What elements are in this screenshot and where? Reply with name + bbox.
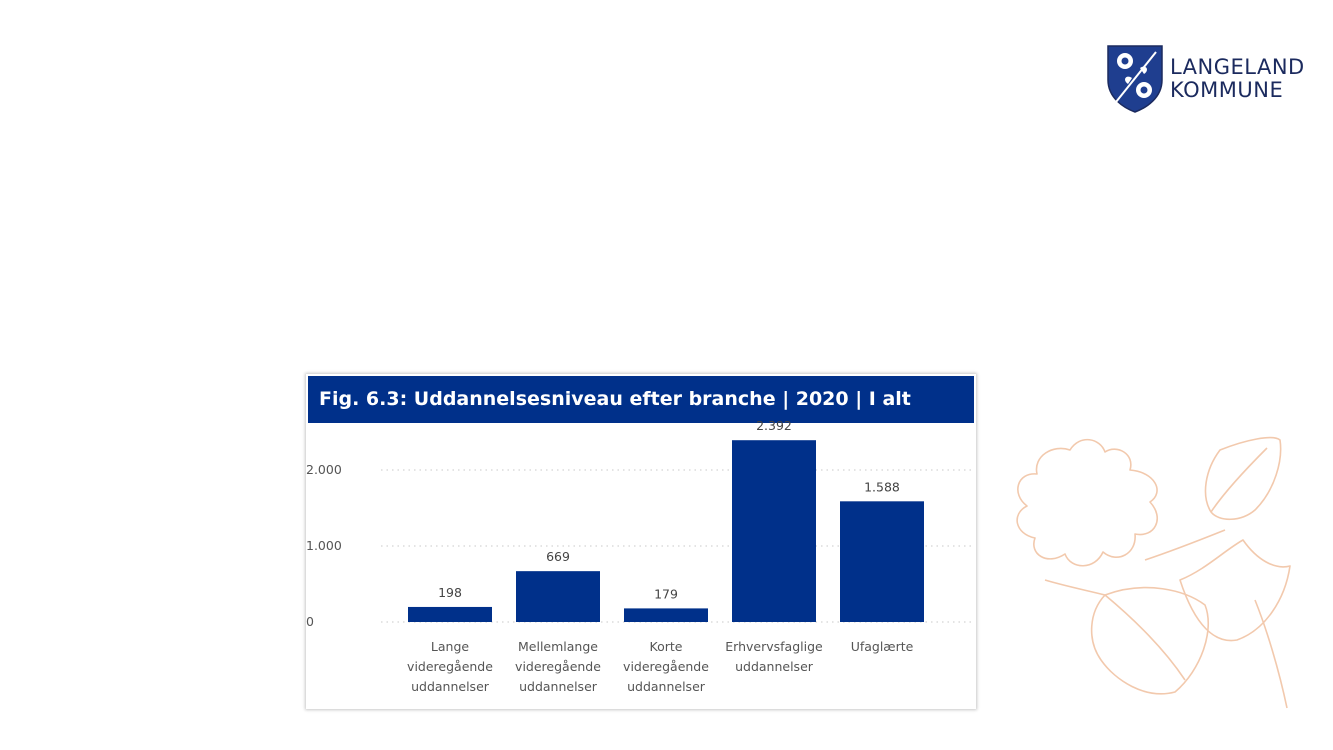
x-tick-label-line: uddannelser [627, 679, 706, 694]
x-tick-label: Erhvervsfaglige uddannelser [725, 639, 823, 674]
data-label: 2.392 [756, 418, 792, 433]
x-tick-label: Mellemlange videregående uddannelser [515, 639, 601, 694]
data-label: 669 [546, 549, 570, 564]
x-tick-label-line: videregående [515, 659, 601, 674]
x-tick-label-line: uddannelser [411, 679, 490, 694]
bar-chart: 0 1.000 2.000 198 Lange videregående uddannels… [306, 418, 971, 694]
bar [516, 571, 600, 622]
x-tick-label-line: Ufaglærte [851, 639, 914, 654]
decorative-rose-outline [1016, 436, 1291, 709]
x-tick-label: Lange videregående uddannelser [407, 639, 493, 694]
chart-panel: Fig. 6.3: Uddannelsesniveau efter branch… [306, 374, 976, 709]
x-tick-label-line: Mellemlange [518, 639, 598, 654]
x-tick-label-line: Lange [431, 639, 469, 654]
x-tick-label-line: videregående [407, 659, 493, 674]
data-label: 198 [438, 585, 462, 600]
data-label: 1.588 [864, 479, 900, 494]
logo-wordmark: LANGELAND KOMMUNE [1170, 56, 1305, 102]
coat-of-arms-icon [1107, 45, 1163, 113]
x-tick-label: Ufaglærte [851, 639, 914, 654]
y-tick-label: 2.000 [306, 462, 342, 477]
bar [840, 501, 924, 622]
y-tick-label: 0 [306, 614, 314, 629]
x-tick-label: Korte videregående uddannelser [623, 639, 709, 694]
bar [732, 440, 816, 622]
chart-title: Fig. 6.3: Uddannelsesniveau efter branch… [319, 388, 911, 410]
bar [624, 608, 708, 622]
logo-line-2: KOMMUNE [1170, 78, 1284, 102]
x-tick-label-line: uddannelser [519, 679, 598, 694]
data-label: 179 [654, 586, 678, 601]
x-tick-label-line: videregående [623, 659, 709, 674]
chart-title-bar: Fig. 6.3: Uddannelsesniveau efter branch… [308, 376, 974, 423]
y-tick-label: 1.000 [306, 538, 342, 553]
bar [408, 606, 492, 622]
x-tick-label-line: Erhvervsfaglige [725, 639, 823, 654]
x-tick-label-line: Korte [650, 639, 683, 654]
x-tick-label-line: uddannelser [735, 659, 814, 674]
logo-line-1: LANGELAND [1170, 55, 1305, 79]
langeland-kommune-logo: LANGELAND KOMMUNE [1106, 44, 1316, 114]
